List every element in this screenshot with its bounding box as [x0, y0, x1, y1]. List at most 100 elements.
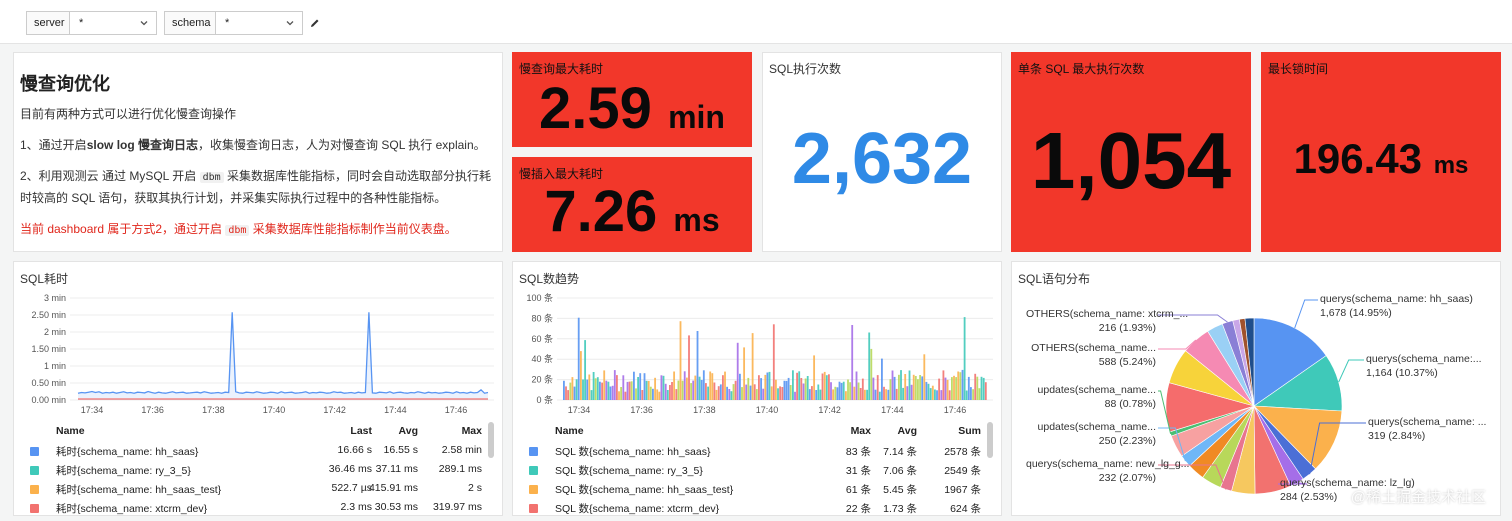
bar-mark: [730, 391, 733, 400]
pie-label-name: OTHERS(schema_name: xtcrm_...: [1026, 308, 1189, 320]
variable-bar: server * schema *: [0, 0, 1512, 44]
y-tick-label: 0.00 min: [31, 395, 66, 405]
pie-label: updates(schema_name... 250 (2.23%): [1026, 420, 1156, 448]
bar-mark: [739, 373, 741, 400]
legend-row[interactable]: SQL 数{schema_name: ry_3_5} 31 条 7.06 条 2549…: [519, 460, 987, 479]
panel-title: SQL耗时: [20, 272, 69, 286]
legend-header-cell[interactable]: Name: [56, 425, 85, 437]
bar-mark: [688, 335, 690, 400]
legend-scrollbar[interactable]: [488, 422, 494, 458]
legend-header-cell[interactable]: Max: [461, 425, 482, 437]
y-tick-label: 2.50 min: [31, 310, 66, 320]
legend-header-cell[interactable]: Avg: [897, 425, 917, 437]
legend-scrollbar[interactable]: [987, 422, 993, 458]
bar-mark: [984, 382, 987, 400]
bar-mark: [948, 390, 951, 400]
bar-mark: [613, 370, 616, 400]
bar-mark: [938, 378, 941, 400]
bar-mark: [864, 389, 866, 400]
bar-mark: [936, 390, 938, 400]
bar-mark: [639, 373, 642, 400]
bar-mark: [781, 387, 784, 400]
intro-p2-text: 1、通过开启: [20, 138, 87, 152]
stat-value: 7.26 ms: [513, 180, 751, 252]
legend-row[interactable]: 耗时{schema_name: hh_saas} 16.66 s 16.55 s 2.…: [20, 441, 488, 460]
legend-avg: 7.14 条: [883, 446, 917, 458]
intro-p4-text: 当前 dashboard 属于方式2，通过开启: [20, 222, 226, 236]
bar-mark: [736, 342, 739, 400]
x-tick-label: 17:38: [693, 405, 716, 415]
bar-mark: [959, 372, 962, 400]
pie-label: querys(schema_name: lz_lg) 284 (2.53%): [1280, 476, 1415, 504]
bar-mark: [927, 383, 930, 400]
bar-mark: [825, 375, 828, 400]
bar-mark: [626, 381, 629, 400]
bar-mark: [908, 370, 911, 400]
bar-mark: [893, 376, 896, 400]
y-tick-label: 80 条: [531, 312, 553, 323]
intro-paragraph-3: 2、利用观测云 通过 MySQL 开启 dbm 采集数据库性能指标，同时会自动选…: [20, 166, 494, 209]
bar-mark: [705, 383, 707, 400]
bar-mark: [836, 387, 839, 400]
bar-mark: [796, 372, 799, 400]
pie-label-value: 232 (2.07%): [1098, 472, 1156, 484]
legend-row[interactable]: 耗时{schema_name: hh_saas_test} 522.7 µs 415…: [20, 479, 488, 498]
bar-mark: [588, 374, 591, 400]
panel-title: SQL数趋势: [519, 272, 580, 286]
bar-mark: [940, 390, 943, 400]
pie-label-value: 250 (2.23%): [1098, 435, 1156, 447]
y-tick-label: 0 条: [536, 394, 553, 405]
bar-mark: [808, 389, 811, 400]
edit-pencil-icon[interactable]: [309, 17, 321, 29]
sql-distribution-pie[interactable]: [1012, 262, 1501, 516]
legend-avg: 7.06 条: [883, 465, 917, 477]
schema-select[interactable]: *: [215, 11, 303, 35]
legend-row[interactable]: SQL 数{schema_name: xtcrm_dev} 22 条 1.73 条 6…: [519, 498, 987, 515]
sql-count-trend-chart[interactable]: 100 条 80 条 60 条 40 条 20 条 0 条 17:34 17:36 17:38 1…: [513, 288, 1002, 418]
bar-mark: [658, 391, 661, 400]
legend-header-cell[interactable]: Name: [555, 425, 584, 437]
bar-mark: [961, 369, 964, 400]
legend-swatch: [30, 485, 39, 494]
sql-duration-chart[interactable]: 3 min 2.50 min 2 min 1.50 min 1 min 0.50 min 0…: [14, 288, 503, 418]
legend-header-cell[interactable]: Max: [850, 425, 871, 437]
legend-header-cell[interactable]: Last: [350, 425, 372, 437]
intro-panel: 慢查询优化 目前有两种方式可以进行优化慢查询操作 1、通过开启slow log …: [13, 52, 503, 252]
legend-row[interactable]: SQL 数{schema_name: hh_saas} 83 条 7.14 条 257…: [519, 441, 987, 460]
y-tick-label: 3 min: [44, 293, 66, 303]
bar-mark: [770, 386, 773, 400]
y-tick-label: 1 min: [44, 361, 66, 371]
intro-p2-bold: slow log 慢查询日志: [86, 138, 199, 152]
pie-leader-line: [1158, 464, 1227, 490]
bar-mark: [838, 381, 841, 400]
x-tick-label: 17:40: [756, 405, 779, 415]
legend-row[interactable]: 耗时{schema_name: ry_3_5} 36.46 ms 37.11 ms 2…: [20, 460, 488, 479]
intro-paragraph-1: 目前有两种方式可以进行优化慢查询操作: [20, 107, 237, 121]
legend-header-cell[interactable]: Sum: [958, 425, 981, 437]
bar-mark: [967, 376, 970, 400]
bar-mark: [931, 385, 934, 400]
legend-row[interactable]: SQL 数{schema_name: hh_saas_test} 61 条 5.45…: [519, 479, 987, 498]
server-select[interactable]: *: [69, 11, 157, 35]
pie-label-name: updates(schema_name...: [1037, 384, 1156, 396]
legend-sum: 2578 条: [944, 446, 981, 458]
pie-slice: [1253, 317, 1327, 407]
legend-header-cell[interactable]: Avg: [398, 425, 418, 437]
legend-row[interactable]: 耗时{schema_name: xtcrm_dev} 2.3 ms 30.53 ms…: [20, 498, 488, 515]
legend-series-name: 耗时{schema_name: hh_saas}: [56, 446, 199, 458]
bar-mark: [745, 384, 748, 400]
bar-mark: [817, 384, 820, 400]
bar-mark: [785, 380, 788, 400]
bar-mark: [912, 374, 915, 400]
bar-mark: [702, 370, 705, 400]
legend-max: 319.97 ms: [432, 501, 482, 513]
intro-paragraph-2: 1、通过开启slow log 慢查询日志，收集慢查询日志，人为对慢查询 SQL …: [20, 135, 494, 156]
pie-label-name: OTHERS(schema_name...: [1031, 342, 1156, 354]
bar-mark: [760, 378, 763, 400]
bar-mark: [878, 391, 881, 400]
bar-mark: [876, 375, 879, 400]
legend-swatch: [30, 504, 39, 513]
sql-count-trend-legend: Name Max Avg Sum SQL 数{schema_name: hh_saas}…: [519, 422, 993, 515]
pie-leader-line: [1278, 482, 1308, 485]
y-tick-label: 0.50 min: [31, 378, 66, 388]
